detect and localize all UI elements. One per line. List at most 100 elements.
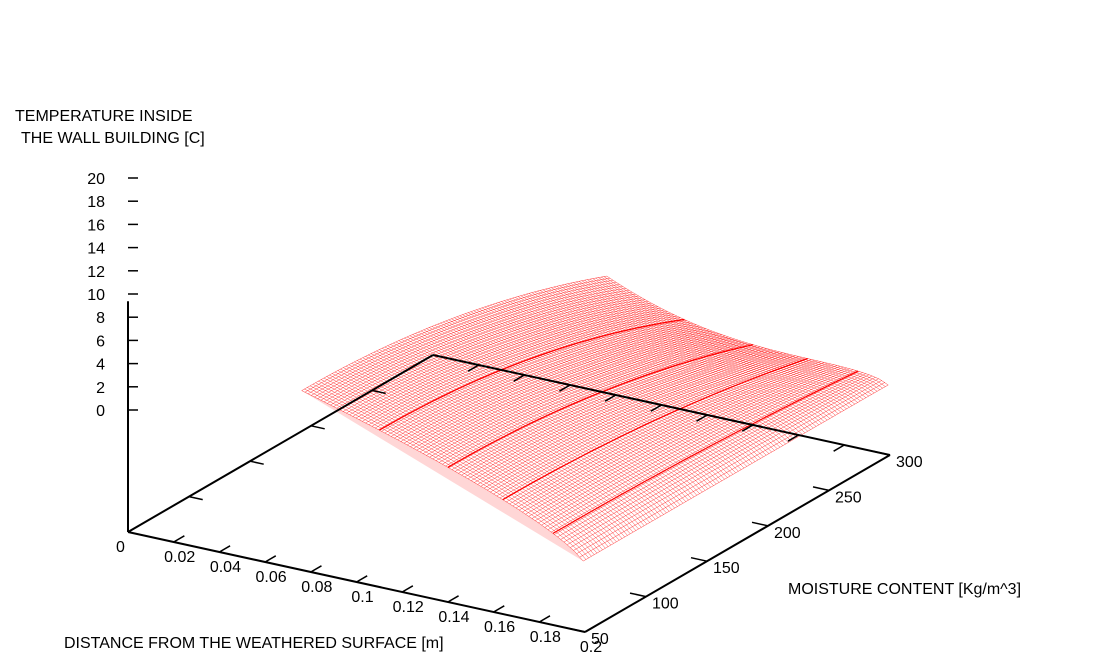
surface-line	[339, 299, 646, 411]
surface-line	[320, 288, 626, 401]
surface-line	[429, 338, 735, 458]
y-tick-label: 50	[591, 631, 609, 648]
surface-line	[314, 284, 620, 398]
back-tick-mark	[833, 444, 845, 452]
x-tick-mark	[127, 525, 140, 533]
y-tick-mark	[873, 450, 891, 456]
y-tick-label: 300	[896, 454, 923, 471]
y-tick-label: 150	[713, 560, 740, 577]
surface-line	[563, 374, 870, 543]
surface-line	[515, 361, 822, 509]
x-tick-mark	[538, 615, 551, 623]
axis-titles: TEMPERATURE INSIDE THE WALL BUILDING [C]…	[15, 108, 1021, 652]
x-tick-mark	[310, 565, 322, 573]
x-tick-label: 0.14	[438, 609, 469, 626]
surface-line	[455, 346, 761, 472]
back-tick-mark	[559, 384, 571, 392]
back-tick-mark	[696, 414, 708, 422]
surface-line	[330, 293, 636, 406]
surface-line	[474, 351, 780, 483]
surface-line	[573, 378, 879, 551]
y-tick-mark	[568, 627, 586, 633]
x-tick-mark	[356, 575, 368, 583]
z-tick-label: 4	[96, 357, 105, 374]
surface-line	[567, 375, 873, 545]
surface-line	[464, 349, 770, 478]
surface-fill	[301, 390, 584, 562]
y-axis-title: MOISTURE CONTENT [Kg/m^3]	[788, 581, 1021, 598]
x-tick-mark	[219, 545, 231, 553]
surface-line	[471, 350, 777, 481]
surface-line	[499, 357, 806, 499]
surface-line	[541, 367, 847, 526]
y-tick-mark	[812, 486, 830, 492]
surface-line	[307, 280, 614, 395]
surface-line	[467, 349, 774, 480]
axes	[127, 177, 891, 633]
x-axis-title: DISTANCE FROM THE WEATHERED SURFACE [m]	[64, 635, 444, 652]
y-axis-line	[584, 454, 891, 633]
surface-line	[551, 370, 857, 533]
surface-line	[583, 384, 889, 562]
surface-line	[378, 318, 684, 430]
surface-line	[535, 365, 841, 521]
back-tick-mark	[467, 364, 480, 372]
surface-line	[522, 362, 828, 513]
z-tick-label: 16	[87, 217, 105, 234]
x-tick-label: 0.2	[580, 639, 602, 656]
left-tick-mark	[371, 389, 386, 395]
x-tick-label: 0.08	[301, 579, 332, 596]
surface-line	[595, 277, 878, 392]
surface-line	[451, 345, 758, 470]
surface-line	[387, 323, 694, 435]
surface-line	[435, 340, 742, 461]
left-tick-mark	[249, 460, 264, 465]
y-tick-label: 250	[835, 489, 862, 506]
back-tick-mark	[513, 374, 525, 382]
surface-line	[365, 312, 671, 424]
left-tick-mark	[310, 425, 325, 430]
z-tick-label: 18	[87, 194, 105, 211]
surface-line	[403, 329, 710, 444]
back-tick-mark	[741, 424, 754, 432]
surface-line	[432, 339, 738, 460]
surface-line	[346, 302, 652, 414]
x-tick-mark	[584, 625, 597, 633]
back-tick-mark	[604, 394, 617, 402]
surface-line	[560, 373, 866, 540]
left-tick-mark	[188, 495, 203, 501]
surface-line	[531, 365, 838, 519]
back-tick-mark	[787, 434, 799, 442]
z-tick-label: 14	[87, 241, 105, 258]
z-tick-label: 20	[87, 171, 105, 188]
surface-line	[410, 332, 716, 447]
z-axis-title-line-1: TEMPERATURE INSIDE	[15, 108, 193, 125]
surface-line	[576, 380, 882, 554]
z-tick-label: 6	[96, 333, 105, 350]
x-tick-label: 0.16	[484, 619, 515, 636]
surface-line	[544, 368, 850, 528]
surface-line	[570, 377, 876, 548]
axis-labels: 0 0.02 0.04 0.06 0.08 0.1 0.12 0.14 0.16 0.18 0.25…	[87, 171, 923, 656]
surface-line	[579, 382, 886, 558]
surface-line	[439, 341, 745, 463]
y-tick-mark	[690, 556, 708, 562]
surface-line	[480, 353, 786, 487]
surface-line	[323, 290, 630, 403]
surface-line	[407, 330, 713, 446]
surface-line	[368, 314, 674, 425]
surface-line	[349, 304, 655, 416]
x-tick-mark	[493, 605, 505, 613]
surface-line	[355, 307, 662, 419]
x-tick-mark	[447, 595, 459, 603]
surface-line	[487, 354, 793, 491]
back-tick-mark	[650, 404, 662, 412]
surface-line	[423, 336, 729, 454]
surface-mesh	[301, 275, 889, 562]
surface-line	[304, 277, 610, 393]
y-tick-label: 100	[652, 596, 679, 613]
x-tick-label: 0.02	[164, 549, 195, 566]
x-tick-label: 0.06	[256, 569, 287, 586]
y-tick-mark	[751, 521, 769, 527]
